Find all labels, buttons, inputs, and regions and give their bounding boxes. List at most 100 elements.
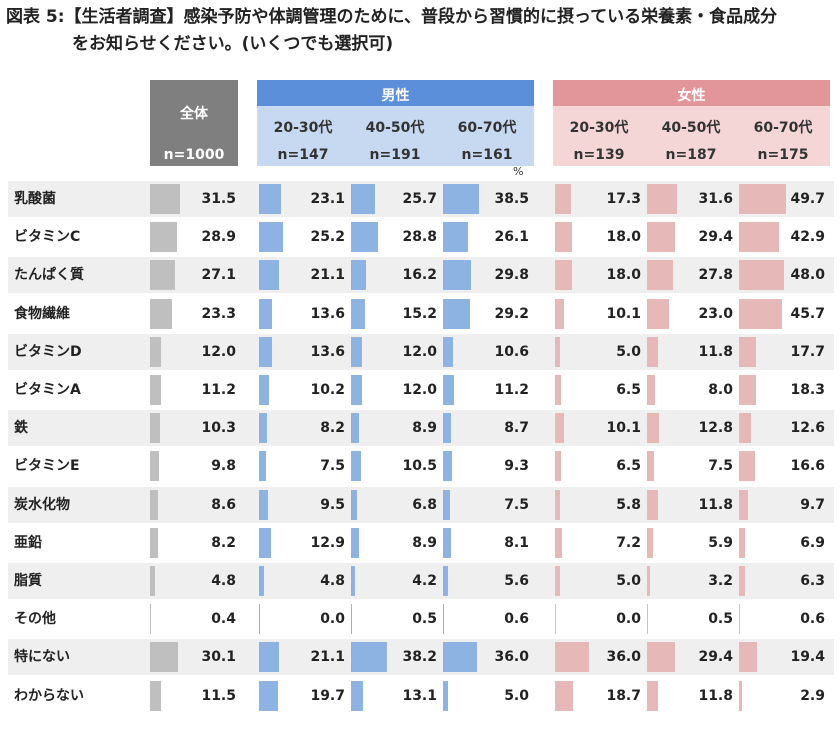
value-label: 8.9 xyxy=(412,420,437,437)
value-label: 12.0 xyxy=(402,343,437,360)
bar xyxy=(443,527,451,558)
value-label: 0.6 xyxy=(800,611,825,628)
bar xyxy=(647,260,674,291)
column-age-label: 40-50代 xyxy=(365,120,425,136)
bar xyxy=(443,298,471,329)
bar xyxy=(259,451,267,482)
bar xyxy=(259,489,268,520)
value-label: 12.9 xyxy=(310,534,345,551)
value-label: 13.6 xyxy=(310,305,345,322)
value-label: 2.9 xyxy=(800,687,825,704)
bar xyxy=(555,413,565,444)
value-label: 36.0 xyxy=(606,649,641,666)
bar xyxy=(555,604,556,635)
bar xyxy=(555,566,560,596)
bar xyxy=(555,222,572,253)
value-label: 6.3 xyxy=(800,573,825,589)
value-label: 13.6 xyxy=(310,343,345,360)
header-male-label: 男性 xyxy=(381,88,410,104)
value-label: 15.2 xyxy=(402,305,437,322)
value-label: 9.7 xyxy=(800,496,825,513)
column-n-label: n=147 xyxy=(277,147,329,163)
bar xyxy=(555,451,562,482)
bar xyxy=(555,184,572,214)
bar xyxy=(555,298,565,329)
column-n-label: n=191 xyxy=(369,147,421,163)
bar xyxy=(443,184,480,214)
value-label: 30.1 xyxy=(201,649,236,666)
bar xyxy=(150,336,162,367)
value-label: 12.0 xyxy=(201,343,236,360)
value-label: 42.9 xyxy=(790,229,825,246)
bar xyxy=(259,260,279,291)
value-label: 5.8 xyxy=(616,496,641,513)
bar xyxy=(443,451,452,482)
value-label: 9.8 xyxy=(211,458,236,475)
bar xyxy=(150,604,151,635)
bar xyxy=(351,451,361,482)
bar xyxy=(150,680,161,711)
bar xyxy=(351,527,360,558)
bar xyxy=(443,489,451,520)
value-label: 8.7 xyxy=(504,420,529,437)
row-label: 脂質 xyxy=(14,573,42,589)
bar xyxy=(351,680,364,711)
row-label: 乳酸菌 xyxy=(14,191,56,207)
bar xyxy=(443,413,452,444)
title-line-2: をお知らせください。(いくつでも選択可) xyxy=(72,34,394,54)
value-label: 0.6 xyxy=(504,611,529,628)
value-label: 9.3 xyxy=(504,458,529,475)
bar xyxy=(443,642,477,673)
value-label: 8.6 xyxy=(211,496,236,513)
column-age-label: 60-70代 xyxy=(457,120,517,136)
bar xyxy=(351,336,363,367)
value-label: 0.0 xyxy=(616,611,641,628)
row-label: わからない xyxy=(14,687,84,704)
bar xyxy=(443,680,448,711)
bar xyxy=(443,222,468,253)
value-label: 36.0 xyxy=(494,649,529,666)
value-label: 17.3 xyxy=(606,191,641,207)
bar xyxy=(647,489,659,520)
value-label: 7.2 xyxy=(616,534,641,551)
bar xyxy=(443,336,453,367)
bar xyxy=(647,451,655,482)
row-label: 炭水化物 xyxy=(14,496,70,513)
bar xyxy=(555,260,572,291)
bar xyxy=(351,566,355,596)
value-label: 26.1 xyxy=(494,229,529,246)
column-age-label: 40-50代 xyxy=(661,120,721,136)
bar xyxy=(739,222,780,253)
table-row xyxy=(8,333,834,370)
value-label: 11.8 xyxy=(698,343,733,360)
bar xyxy=(259,298,272,329)
bar xyxy=(150,375,161,405)
bar xyxy=(443,566,449,596)
value-label: 29.4 xyxy=(698,649,733,666)
bar xyxy=(555,642,589,673)
value-label: 45.7 xyxy=(790,305,825,322)
value-label: 5.6 xyxy=(504,573,529,589)
value-label: 0.5 xyxy=(708,611,733,628)
unit-label: % xyxy=(513,165,524,178)
value-label: 19.7 xyxy=(310,687,345,704)
header-female xyxy=(553,80,830,106)
value-label: 29.4 xyxy=(698,229,733,246)
bar xyxy=(739,298,782,329)
value-label: 13.1 xyxy=(402,687,437,704)
bar xyxy=(647,413,660,444)
bar xyxy=(150,413,160,444)
value-label: 12.6 xyxy=(790,420,825,437)
value-label: 17.7 xyxy=(790,343,825,360)
value-label: 28.9 xyxy=(201,229,236,246)
bar xyxy=(443,375,454,405)
value-label: 8.2 xyxy=(320,420,345,437)
bar xyxy=(739,642,758,673)
bar xyxy=(259,527,272,558)
value-label: 21.1 xyxy=(310,267,345,284)
bar xyxy=(555,527,562,558)
bar xyxy=(259,680,278,711)
bar xyxy=(150,222,178,253)
table-row xyxy=(8,563,834,599)
